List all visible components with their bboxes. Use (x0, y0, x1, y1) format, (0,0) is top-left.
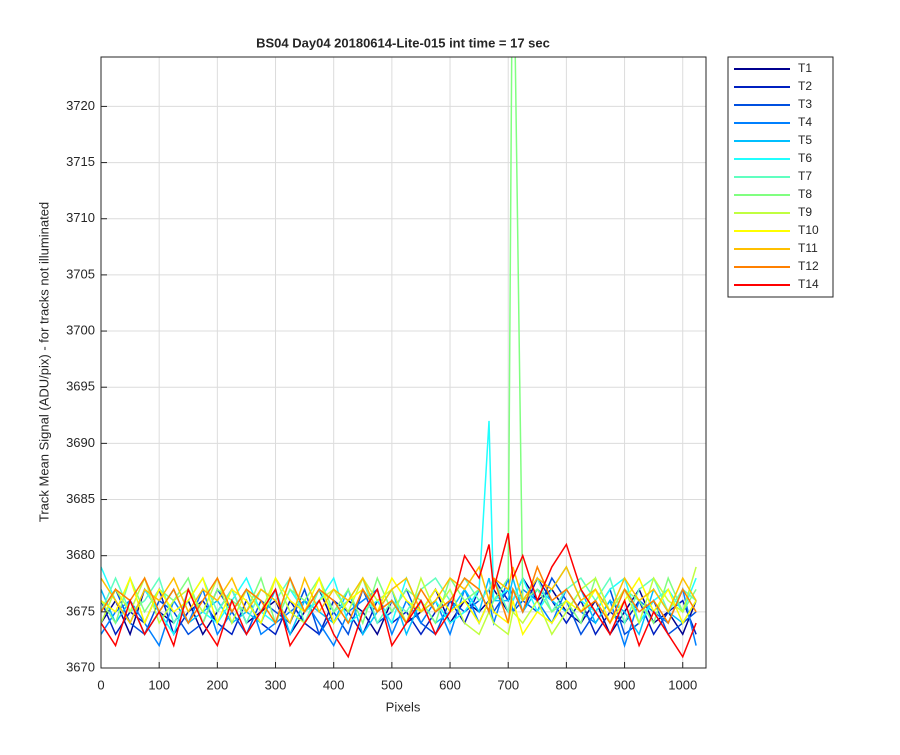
x-tick-label: 1000 (668, 677, 697, 692)
x-tick-label: 100 (148, 677, 170, 692)
legend-label: T8 (798, 187, 812, 201)
y-tick-label: 3695 (66, 379, 95, 394)
legend-label: T14 (798, 277, 819, 291)
legend-label: T11 (798, 241, 818, 255)
ticks: 3670 3675 3680 3685 3690 3695 3700 3705 3710 3715… (66, 98, 697, 693)
legend-label: T3 (798, 97, 812, 111)
x-tick-label: 700 (497, 677, 519, 692)
legend-label: T10 (798, 223, 819, 237)
legend: T1 T2 T3 T4 T5 T6 T7 T8 T9 T10 T11 T12 T14 (727, 56, 834, 298)
y-tick-label: 3690 (66, 435, 95, 450)
legend-label: T2 (798, 79, 812, 93)
series-line (101, 533, 697, 659)
legend-label: T7 (798, 169, 812, 183)
legend-label: T1 (798, 61, 812, 75)
x-tick-label: 900 (614, 677, 636, 692)
x-tick-label: 600 (439, 677, 461, 692)
axes-box (100, 56, 707, 669)
legend-label: T5 (798, 133, 812, 147)
legend-label: T4 (798, 115, 812, 129)
x-tick-label: 0 (97, 677, 104, 692)
x-tick-label: 800 (556, 677, 578, 692)
series-line (101, 564, 697, 625)
y-tick-label: 3710 (66, 210, 95, 225)
y-tick-label: 3715 (66, 154, 95, 169)
y-tick-label: 3685 (66, 491, 95, 506)
y-tick-label: 3670 (66, 659, 95, 674)
legend-label: T9 (798, 205, 812, 219)
x-tick-label: 400 (323, 677, 345, 692)
chart-title: BS04 Day04 20180614-Lite-015 int time = … (256, 35, 550, 50)
y-tick-label: 3680 (66, 547, 95, 562)
series-line (101, 565, 697, 625)
legend-label: T6 (798, 151, 812, 165)
y-tick-label: 3705 (66, 266, 95, 281)
y-tick-label: 3675 (66, 603, 95, 618)
x-axis-label: Pixels (386, 699, 421, 714)
series-line (101, 566, 697, 636)
x-tick-label: 500 (381, 677, 403, 692)
plot-area (101, 57, 697, 659)
series-line (101, 577, 697, 637)
x-tick-label: 200 (206, 677, 228, 692)
y-tick-label: 3700 (66, 322, 95, 337)
y-axis-label: Track Mean Signal (ADU/pix) - for tracks… (36, 202, 51, 522)
legend-label: T12 (798, 259, 819, 273)
y-tick-label: 3720 (66, 98, 95, 113)
x-tick-label: 300 (265, 677, 287, 692)
